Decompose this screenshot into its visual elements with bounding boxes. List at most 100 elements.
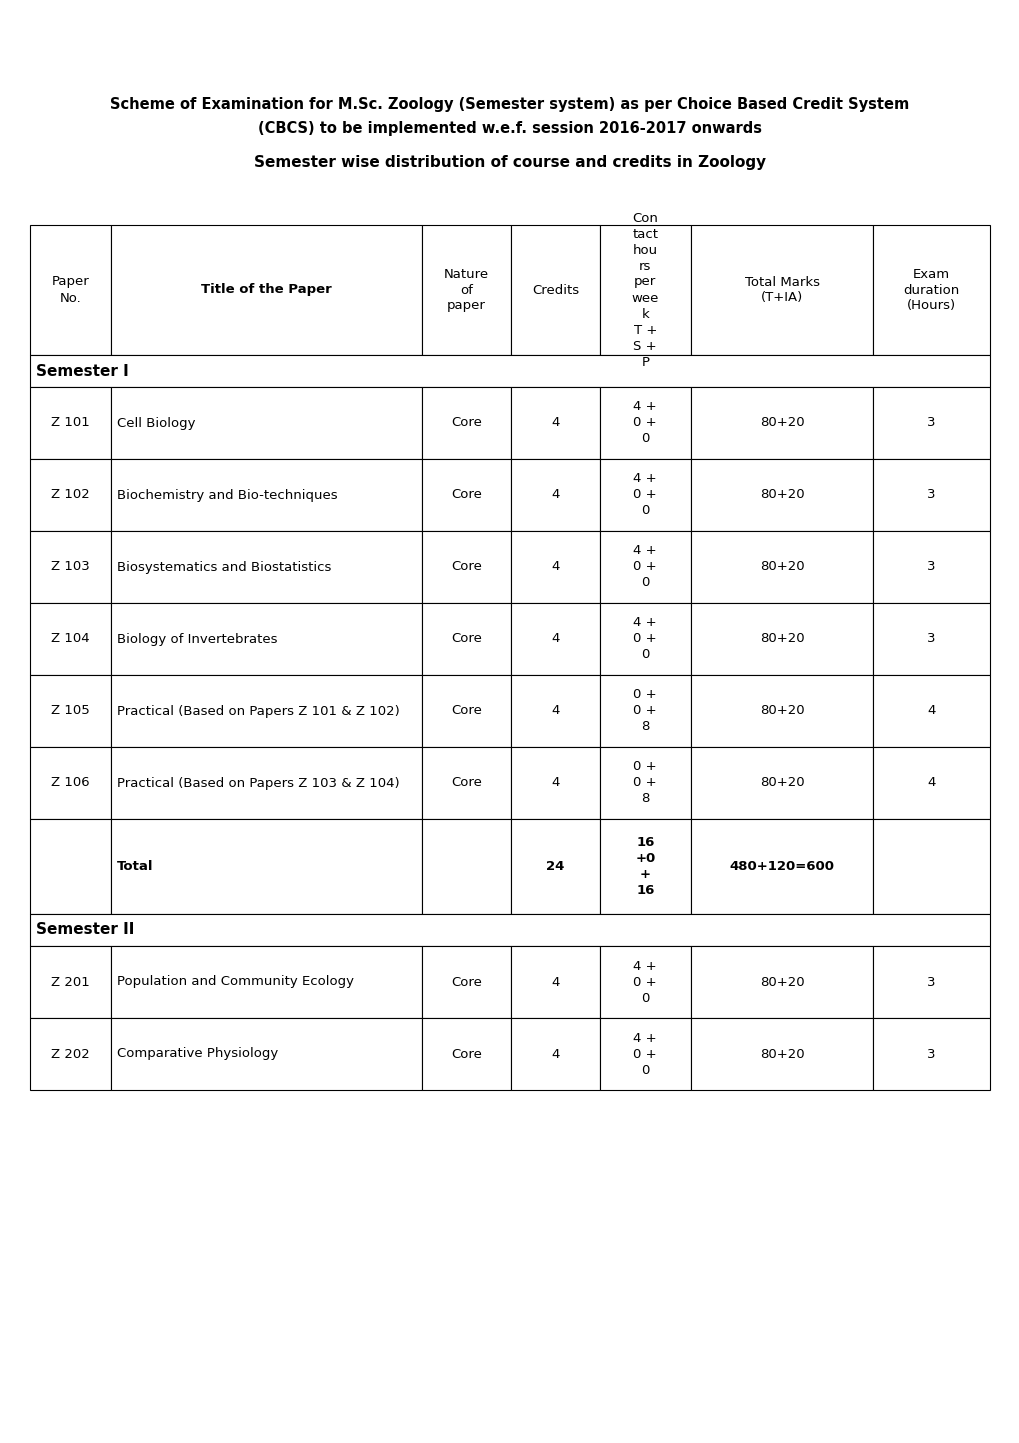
Text: (CBCS) to be implemented w.e.f. session 2016-2017 onwards: (CBCS) to be implemented w.e.f. session … — [258, 121, 761, 136]
Bar — [690, 675, 872, 747]
Bar — [599, 531, 690, 603]
Text: 3: 3 — [926, 560, 935, 573]
Text: Z 106: Z 106 — [51, 776, 90, 789]
Bar — [872, 747, 989, 820]
Text: 4 +
0 +
0: 4 + 0 + 0 — [633, 616, 656, 661]
Bar — [511, 1017, 599, 1089]
Bar — [422, 1017, 511, 1089]
Text: 3: 3 — [926, 417, 935, 430]
Text: Z 104: Z 104 — [51, 632, 90, 645]
Text: Exam
duration
(Hours): Exam duration (Hours) — [903, 267, 959, 313]
Text: Total: Total — [117, 860, 153, 873]
Bar — [599, 387, 690, 459]
Bar — [111, 225, 422, 355]
Text: Core: Core — [450, 489, 482, 502]
Text: Core: Core — [450, 1048, 482, 1061]
Text: 4: 4 — [550, 704, 559, 717]
Text: 4: 4 — [550, 632, 559, 645]
Bar — [111, 675, 422, 747]
Bar — [30, 531, 111, 603]
Text: Practical (Based on Papers Z 101 & Z 102): Practical (Based on Papers Z 101 & Z 102… — [117, 704, 399, 717]
Bar — [30, 747, 111, 820]
Bar — [690, 947, 872, 1017]
Bar — [690, 820, 872, 913]
Bar — [511, 603, 599, 675]
Bar — [511, 225, 599, 355]
Bar — [30, 459, 111, 531]
Text: Scheme of Examination for M.Sc. Zoology (Semester system) as per Choice Based Cr: Scheme of Examination for M.Sc. Zoology … — [110, 98, 909, 113]
Bar — [30, 675, 111, 747]
Text: 80+20: 80+20 — [759, 975, 804, 988]
Bar — [30, 820, 111, 913]
Bar — [422, 225, 511, 355]
Bar — [599, 820, 690, 913]
Text: Semester I: Semester I — [36, 364, 128, 378]
Text: 3: 3 — [926, 975, 935, 988]
Bar — [511, 531, 599, 603]
Bar — [422, 531, 511, 603]
Text: Z 101: Z 101 — [51, 417, 90, 430]
Text: Paper
No.: Paper No. — [52, 276, 90, 304]
Bar — [599, 603, 690, 675]
Bar — [422, 603, 511, 675]
Text: 0 +
0 +
8: 0 + 0 + 8 — [633, 688, 656, 733]
Text: Population and Community Ecology: Population and Community Ecology — [117, 975, 354, 988]
Text: 4: 4 — [550, 417, 559, 430]
Bar — [872, 675, 989, 747]
Text: 4: 4 — [550, 489, 559, 502]
Bar — [599, 459, 690, 531]
Bar — [30, 225, 111, 355]
Text: 80+20: 80+20 — [759, 776, 804, 789]
Text: 4: 4 — [926, 704, 935, 717]
Text: 4: 4 — [926, 776, 935, 789]
Bar — [872, 1017, 989, 1089]
Text: 4: 4 — [550, 1048, 559, 1061]
Bar — [690, 387, 872, 459]
Text: 4 +
0 +
0: 4 + 0 + 0 — [633, 544, 656, 590]
Text: Z 105: Z 105 — [51, 704, 90, 717]
Text: Semester wise distribution of course and credits in Zoology: Semester wise distribution of course and… — [254, 156, 765, 170]
Bar — [422, 747, 511, 820]
Text: Biology of Invertebrates: Biology of Invertebrates — [117, 632, 277, 645]
Text: Comparative Physiology: Comparative Physiology — [117, 1048, 278, 1061]
Bar — [690, 459, 872, 531]
Bar — [599, 747, 690, 820]
Text: Core: Core — [450, 632, 482, 645]
Bar — [111, 747, 422, 820]
Bar — [690, 1017, 872, 1089]
Text: Title of the Paper: Title of the Paper — [201, 283, 331, 296]
Text: Z 103: Z 103 — [51, 560, 90, 573]
Text: 480+120=600: 480+120=600 — [729, 860, 834, 873]
Bar — [872, 225, 989, 355]
Text: 24: 24 — [546, 860, 565, 873]
Text: 4 +
0 +
0: 4 + 0 + 0 — [633, 960, 656, 1004]
Text: Semester II: Semester II — [36, 922, 135, 938]
Text: 4 +
0 +
0: 4 + 0 + 0 — [633, 1032, 656, 1076]
Bar — [30, 947, 111, 1017]
Bar — [422, 675, 511, 747]
Bar — [599, 947, 690, 1017]
Bar — [872, 820, 989, 913]
Text: Core: Core — [450, 704, 482, 717]
Bar — [511, 947, 599, 1017]
Text: Total Marks
(T+IA): Total Marks (T+IA) — [744, 276, 819, 304]
Bar — [111, 947, 422, 1017]
Bar — [511, 387, 599, 459]
Text: Z 202: Z 202 — [51, 1048, 90, 1061]
Text: 4: 4 — [550, 776, 559, 789]
Bar — [422, 947, 511, 1017]
Text: 3: 3 — [926, 632, 935, 645]
Bar — [30, 355, 989, 387]
Text: 80+20: 80+20 — [759, 560, 804, 573]
Text: Credits: Credits — [531, 283, 579, 296]
Bar — [872, 531, 989, 603]
Text: Con
tact
hou
rs
per
wee
k
T +
S +
P: Con tact hou rs per wee k T + S + P — [631, 212, 658, 368]
Bar — [690, 225, 872, 355]
Bar — [111, 387, 422, 459]
Text: 16
+0
+
16: 16 +0 + 16 — [635, 835, 655, 898]
Bar — [111, 820, 422, 913]
Bar — [511, 747, 599, 820]
Bar — [111, 531, 422, 603]
Text: Z 102: Z 102 — [51, 489, 90, 502]
Text: Biosystematics and Biostatistics: Biosystematics and Biostatistics — [117, 560, 331, 573]
